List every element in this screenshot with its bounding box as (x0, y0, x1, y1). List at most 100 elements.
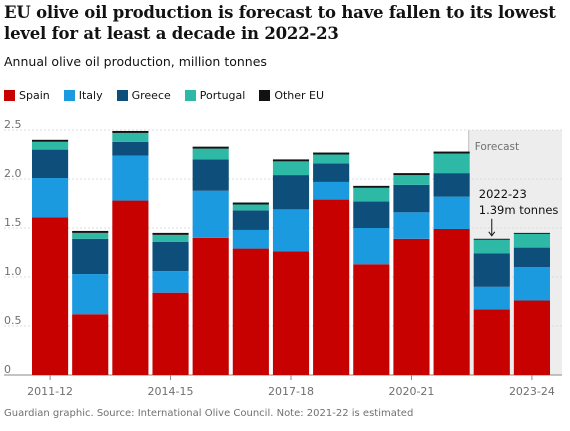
legend: Spain Italy Greece Portugal Other EU (4, 89, 338, 102)
x-tick-label: 2017-18 (268, 385, 314, 398)
bar-segment-spain (433, 228, 470, 375)
bar-segment-other-eu (272, 159, 310, 162)
bar-segment-spain (473, 309, 510, 375)
y-tick-label: 0 (4, 363, 11, 376)
bar-segment-italy (32, 178, 69, 218)
x-tick-label: 2011-12 (27, 385, 73, 398)
bar-segment-italy (112, 155, 149, 201)
legend-item-greece: Greece (116, 89, 171, 102)
bar-segment-portugal (473, 239, 510, 254)
bar-segment-greece (32, 149, 69, 179)
bar-segment-other-eu (393, 173, 430, 176)
bar-segment-greece (433, 173, 470, 197)
bar-segment-other-eu (152, 232, 189, 235)
bar-segment-other-eu (433, 151, 470, 154)
forecast-label: Forecast (475, 141, 519, 153)
x-tick-label: 2023-24 (509, 385, 555, 398)
bar-segment-spain (313, 199, 350, 375)
bar-segment-greece (72, 238, 109, 275)
bar-segment-other-eu (313, 152, 350, 155)
bar-segment-other-eu (112, 130, 149, 133)
chart-subtitle: Annual olive oil production, million ton… (4, 54, 267, 69)
bar-segment-italy (393, 212, 430, 239)
bar-segment-portugal (232, 204, 269, 211)
bar-segment-spain (192, 237, 229, 375)
bar-segment-portugal (353, 187, 390, 202)
callout-arrowhead (488, 231, 496, 237)
x-tick-label: 2014-15 (148, 385, 194, 398)
legend-item-spain: Spain (4, 89, 50, 102)
legend-label-other-eu: Other EU (274, 89, 325, 102)
bar-segment-portugal (313, 154, 350, 164)
bar-segment-other-eu (232, 202, 269, 205)
legend-label-portugal: Portugal (199, 89, 246, 102)
legend-swatch-italy (63, 90, 75, 101)
x-tick-label: 2020-21 (388, 385, 434, 398)
bar-segment-italy (513, 267, 550, 301)
y-tick-label: 0.5 (4, 314, 22, 327)
bar-segment-italy (232, 229, 269, 249)
bar-segment-italy (192, 190, 229, 238)
bar-segment-portugal (72, 232, 109, 239)
bar-segment-other-eu (192, 146, 229, 149)
bar-segment-other-eu (513, 232, 550, 234)
bar-segment-greece (393, 184, 430, 213)
bar-segment-greece (313, 163, 350, 182)
bar-segment-greece (112, 141, 149, 156)
bar-segment-greece (513, 247, 550, 268)
bar-segment-spain (32, 217, 69, 375)
bar-segment-other-eu (32, 139, 69, 142)
bar-segment-portugal (192, 148, 229, 160)
callout-value: 1.39m tonnes (479, 203, 559, 217)
bar-segment-italy (473, 286, 510, 310)
bar-segment-greece (353, 201, 390, 228)
bar-segment-portugal (272, 161, 310, 176)
bar-segment-spain (112, 200, 149, 375)
bar-segment-spain (513, 300, 550, 375)
bar-segment-spain (353, 264, 390, 375)
bar-segment-other-eu (353, 185, 390, 188)
y-tick-label: 1.5 (4, 216, 22, 229)
bar-segment-italy (72, 274, 109, 315)
bar-segment-italy (313, 181, 350, 200)
bar-segment-portugal (152, 234, 189, 242)
chart-title: EU olive oil production is forecast to h… (4, 3, 556, 43)
legend-swatch-spain (4, 90, 15, 101)
y-tick-label: 1.0 (4, 265, 22, 278)
bar-segment-greece (232, 210, 269, 230)
bar-segment-portugal (393, 175, 430, 185)
bar-segment-greece (272, 175, 310, 210)
bar-segment-spain (393, 238, 430, 375)
bar-segment-italy (152, 271, 189, 293)
legend-item-portugal: Portugal (184, 89, 246, 102)
bar-segment-portugal (433, 153, 470, 174)
y-tick-label: 2.0 (4, 167, 22, 180)
bar-segment-greece (473, 253, 510, 287)
bar-segment-spain (232, 248, 269, 375)
legend-swatch-other-eu (259, 90, 271, 101)
bar-segment-italy (353, 228, 390, 265)
legend-swatch-portugal (184, 90, 196, 101)
bar-segment-portugal (112, 132, 149, 142)
bar-segment-other-eu (72, 230, 109, 233)
bar-segment-portugal (513, 233, 550, 248)
legend-label-italy: Italy (78, 89, 103, 102)
chart-footer: Guardian graphic. Source: International … (4, 408, 414, 419)
y-tick-label: 2.5 (4, 118, 22, 131)
bar-segment-italy (433, 196, 470, 229)
legend-label-spain: Spain (19, 89, 50, 102)
legend-label-greece: Greece (131, 89, 171, 102)
bar-segment-spain (152, 292, 189, 375)
bar-segment-greece (192, 159, 229, 191)
bar-segment-spain (272, 251, 310, 375)
bar-segment-italy (272, 209, 310, 252)
callout-year: 2022-23 (479, 187, 527, 201)
bar-segment-other-eu (473, 238, 510, 240)
bar-segment-portugal (32, 141, 69, 150)
bar-segment-spain (72, 314, 109, 375)
bar-segment-greece (152, 241, 189, 272)
legend-item-italy: Italy (63, 89, 103, 102)
legend-swatch-greece (116, 90, 128, 101)
legend-item-other-eu: Other EU (259, 89, 324, 102)
